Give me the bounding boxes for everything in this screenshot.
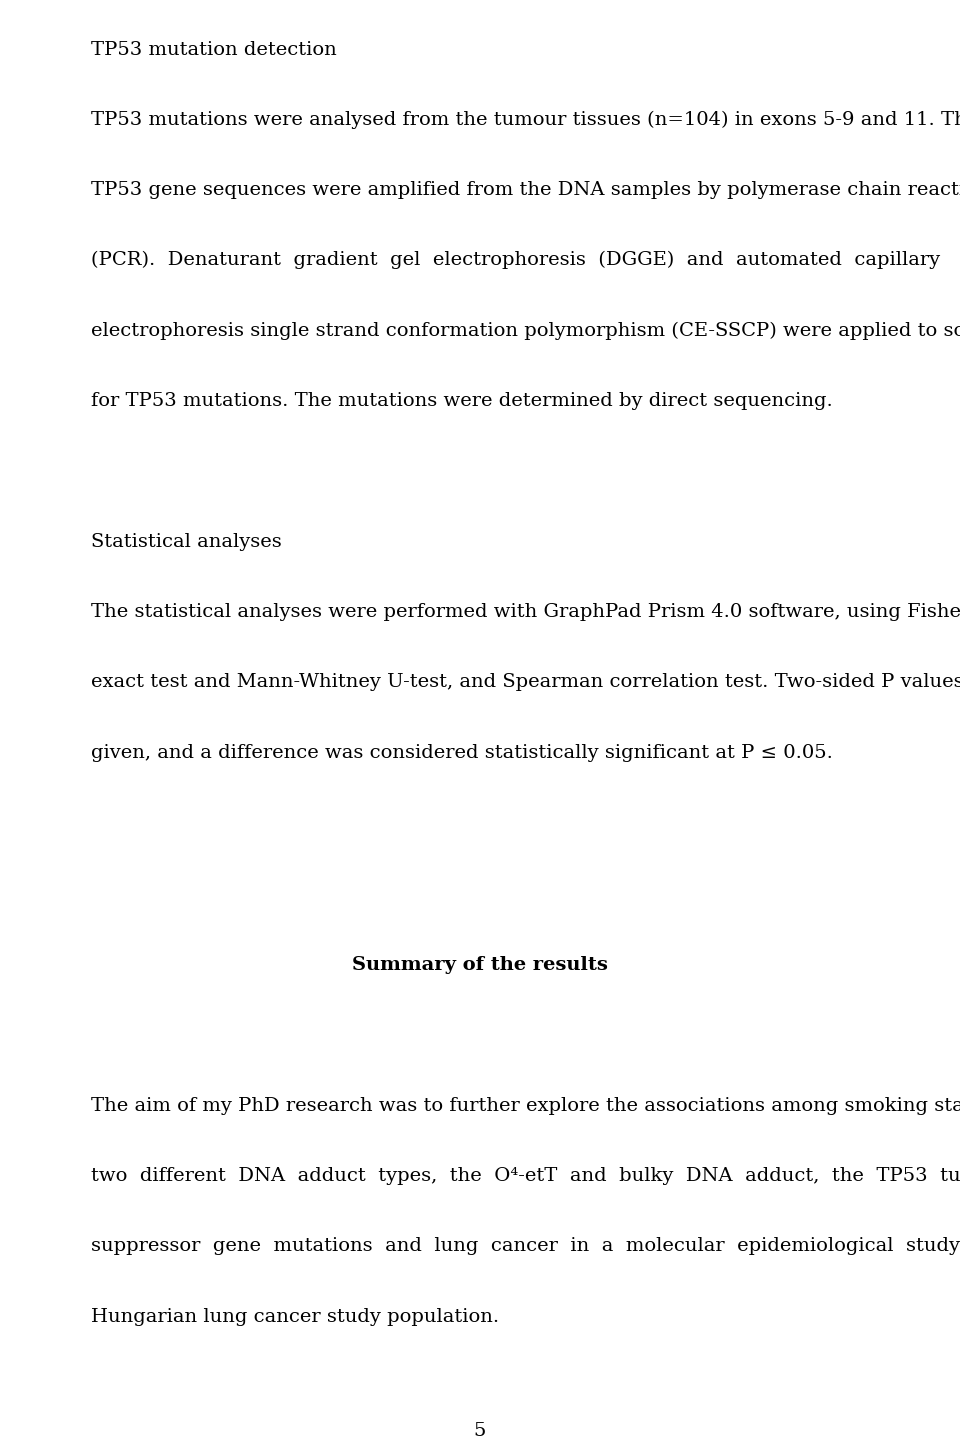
Text: The statistical analyses were performed with GraphPad Prism 4.0 software, using : The statistical analyses were performed … <box>91 602 960 621</box>
Text: exact test and Mann-Whitney U-test, and Spearman correlation test. Two-sided P v: exact test and Mann-Whitney U-test, and … <box>91 673 960 691</box>
Text: TP53 mutation detection: TP53 mutation detection <box>91 41 337 58</box>
Text: 5: 5 <box>474 1422 486 1439</box>
Text: two  different  DNA  adduct  types,  the  O⁴-etT  and  bulky  DNA  adduct,  the : two different DNA adduct types, the O⁴-e… <box>91 1167 960 1184</box>
Text: The aim of my PhD research was to further explore the associations among smoking: The aim of my PhD research was to furthe… <box>91 1096 960 1115</box>
Text: TP53 mutations were analysed from the tumour tissues (n=104) in exons 5-9 and 11: TP53 mutations were analysed from the tu… <box>91 111 960 129</box>
Text: Summary of the results: Summary of the results <box>352 956 608 973</box>
Text: given, and a difference was considered statistically significant at P ≤ 0.05.: given, and a difference was considered s… <box>91 744 833 762</box>
Text: Hungarian lung cancer study population.: Hungarian lung cancer study population. <box>91 1308 499 1325</box>
Text: electrophoresis single strand conformation polymorphism (CE-SSCP) were applied t: electrophoresis single strand conformati… <box>91 321 960 340</box>
Text: TP53 gene sequences were amplified from the DNA samples by polymerase chain reac: TP53 gene sequences were amplified from … <box>91 181 960 198</box>
Text: Statistical analyses: Statistical analyses <box>91 533 282 550</box>
Text: (PCR).  Denaturant  gradient  gel  electrophoresis  (DGGE)  and  automated  capi: (PCR). Denaturant gradient gel electroph… <box>91 252 941 269</box>
Text: suppressor  gene  mutations  and  lung  cancer  in  a  molecular  epidemiologica: suppressor gene mutations and lung cance… <box>91 1237 960 1255</box>
Text: for TP53 mutations. The mutations were determined by direct sequencing.: for TP53 mutations. The mutations were d… <box>91 391 833 410</box>
